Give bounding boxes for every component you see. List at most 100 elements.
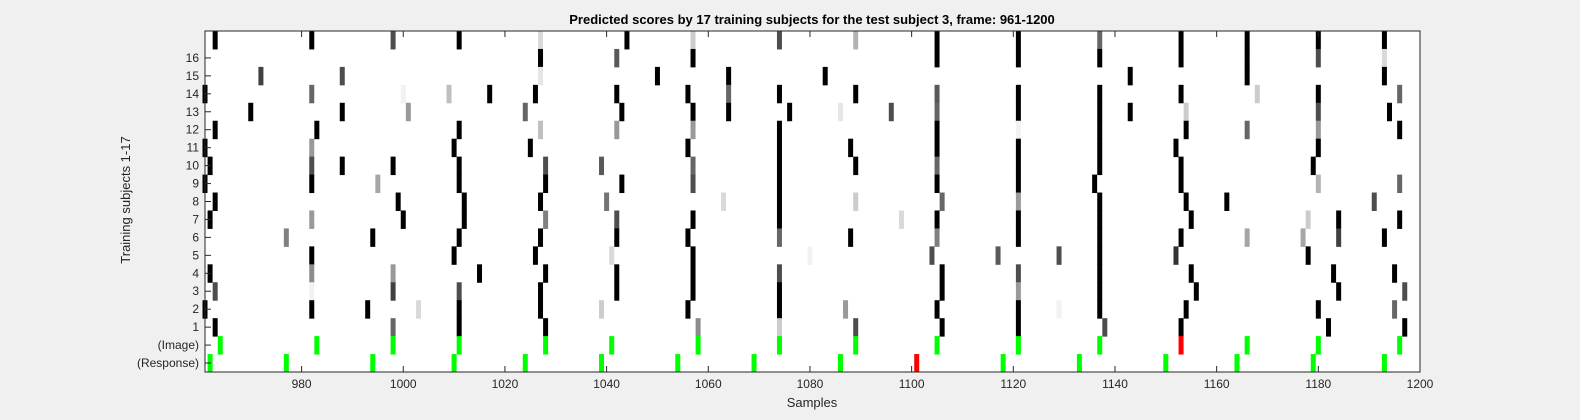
- score-mark-subject-16: [690, 48, 696, 68]
- score-mark-subject-13: [888, 102, 894, 122]
- score-mark-subject-11: [1015, 138, 1021, 158]
- score-mark-subject-12: [1015, 120, 1021, 140]
- score-mark-subject-4: [1331, 264, 1337, 283]
- plot-area: [205, 31, 1420, 372]
- y-tick-label: (Image): [158, 338, 199, 352]
- x-tick-label: 1060: [695, 377, 722, 391]
- score-mark-subject-13: [339, 102, 345, 122]
- score-mark-subject-13: [522, 102, 528, 122]
- score-mark-subject-6: [1381, 228, 1387, 247]
- score-mark-subject-15: [1381, 66, 1387, 86]
- score-mark-subject-3: [1097, 282, 1103, 301]
- score-mark-subject-7: [690, 210, 696, 229]
- score-mark-subject-10: [1310, 156, 1316, 176]
- score-mark-subject-4: [1015, 264, 1021, 283]
- x-axis-label: Samples: [787, 395, 838, 410]
- marks-layer: [202, 31, 1408, 373]
- score-mark-subject-12: [1183, 120, 1189, 140]
- score-mark-subject-17: [1381, 31, 1387, 50]
- y-tick-label: 5: [192, 248, 199, 262]
- score-mark-subject-16: [934, 48, 940, 68]
- score-mark-subject-15: [258, 66, 264, 86]
- score-mark-subject-17: [853, 31, 859, 50]
- score-mark-subject-2: [685, 300, 691, 319]
- score-mark-subject-11: [1315, 138, 1321, 158]
- score-mark-subject-5: [1056, 246, 1062, 265]
- score-mark-subject-12: [456, 120, 462, 140]
- score-mark-subject-17: [212, 31, 218, 50]
- score-mark-subject-6: [614, 228, 620, 247]
- y-tick-label: 8: [192, 195, 199, 209]
- image-mark: [1097, 336, 1103, 355]
- response-mark: [1310, 354, 1316, 373]
- score-mark-subject-4: [390, 264, 396, 283]
- y-tick-label: 11: [187, 141, 200, 155]
- score-mark-subject-9: [934, 174, 940, 194]
- score-mark-subject-2: [309, 300, 315, 319]
- score-mark-subject-15: [339, 66, 345, 86]
- score-mark-subject-11: [934, 138, 940, 158]
- score-mark-subject-13: [690, 102, 696, 122]
- image-mark: [1015, 336, 1021, 355]
- score-mark-subject-17: [1244, 31, 1250, 50]
- score-mark-subject-13: [405, 102, 411, 122]
- x-tick-label: 980: [292, 377, 312, 391]
- score-mark-subject-10: [543, 156, 549, 176]
- score-mark-subject-12: [1397, 120, 1403, 140]
- image-mark: [1397, 336, 1403, 355]
- score-mark-subject-7: [309, 210, 315, 229]
- score-mark-subject-2: [365, 300, 371, 319]
- score-mark-subject-15: [1127, 66, 1133, 86]
- score-mark-subject-8: [1015, 192, 1021, 211]
- score-mark-subject-14: [309, 84, 315, 104]
- score-mark-subject-11: [848, 138, 854, 158]
- score-mark-subject-13: [1386, 102, 1392, 122]
- score-mark-subject-3: [390, 282, 396, 301]
- score-mark-subject-15: [1244, 66, 1250, 86]
- response-mark: [1234, 354, 1240, 373]
- score-mark-subject-17: [1097, 31, 1103, 50]
- score-mark-subject-9: [456, 174, 462, 194]
- score-mark-subject-9: [1092, 174, 1098, 194]
- score-mark-subject-2: [1315, 300, 1321, 319]
- score-mark-subject-6: [1097, 228, 1103, 247]
- score-mark-subject-17: [1315, 31, 1321, 50]
- response-mark: [522, 354, 528, 373]
- score-mark-subject-8: [395, 192, 401, 211]
- score-mark-subject-14: [726, 84, 732, 104]
- x-tick-label: 1160: [1204, 377, 1230, 391]
- score-mark-subject-7: [543, 210, 549, 229]
- score-mark-subject-8: [1224, 192, 1230, 211]
- score-mark-subject-12: [1315, 120, 1321, 140]
- score-mark-subject-10: [456, 156, 462, 176]
- image-mark: [390, 336, 396, 355]
- score-mark-subject-15: [654, 66, 660, 86]
- score-mark-subject-13: [248, 102, 254, 122]
- y-tick-label: 12: [186, 123, 200, 137]
- score-mark-subject-4: [1097, 264, 1103, 283]
- score-mark-subject-5: [1097, 246, 1103, 265]
- score-mark-subject-12: [212, 120, 218, 140]
- image-mark: [1244, 336, 1250, 355]
- score-mark-subject-11: [527, 138, 533, 158]
- score-mark-subject-15: [538, 66, 544, 86]
- score-mark-subject-8: [212, 192, 218, 211]
- score-mark-subject-7: [934, 210, 940, 229]
- score-mark-subject-4: [1392, 264, 1398, 283]
- response-mark: [1076, 354, 1082, 373]
- score-mark-subject-6: [538, 228, 544, 247]
- score-mark-subject-13: [1127, 102, 1133, 122]
- image-mark: [695, 336, 701, 355]
- image-mark: [314, 336, 320, 355]
- score-mark-subject-13: [934, 102, 940, 122]
- score-mark-subject-5: [995, 246, 1001, 265]
- score-mark-subject-3: [690, 282, 696, 301]
- y-tick-label: 15: [186, 69, 200, 83]
- score-mark-subject-8: [1183, 192, 1189, 211]
- score-mark-subject-13: [837, 102, 843, 122]
- score-mark-subject-12: [314, 120, 320, 140]
- score-mark-subject-17: [690, 31, 696, 50]
- score-mark-subject-7: [1336, 210, 1342, 229]
- score-mark-subject-9: [309, 174, 315, 194]
- score-mark-subject-17: [538, 31, 544, 50]
